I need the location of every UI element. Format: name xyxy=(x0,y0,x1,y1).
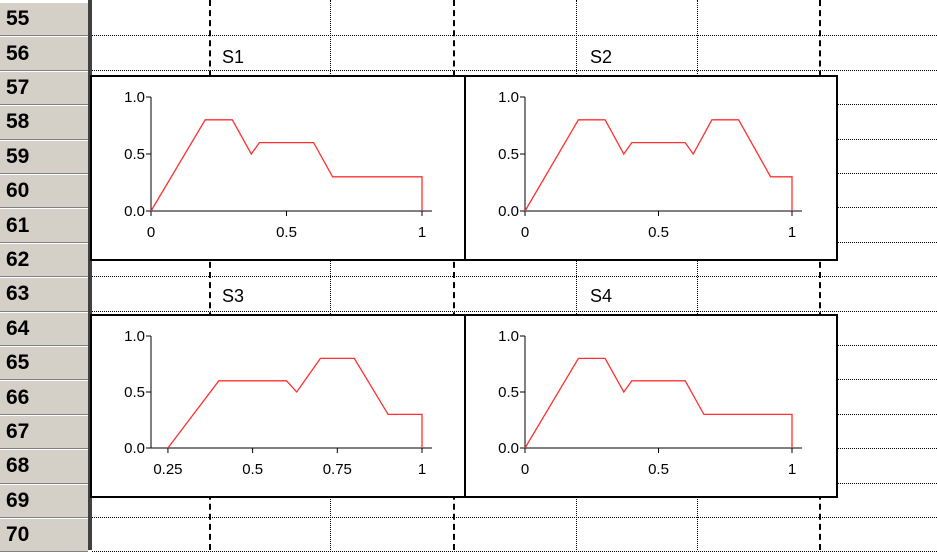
row-header-55[interactable]: 55 xyxy=(0,2,88,37)
y-tick-label: 0.0 xyxy=(498,203,519,220)
row-header-66[interactable]: 66 xyxy=(0,380,88,415)
chart-svg: 0.0 0.5 1.0 0 0.5 1 xyxy=(498,328,802,478)
chart-svg: 0.0 0.5 1.0 0.25 0.5 0.75 1 xyxy=(124,328,432,478)
chart-svg: 0.0 0.5 1.0 0 0.5 1 xyxy=(498,89,802,241)
x-tick-label: 0.5 xyxy=(276,224,297,241)
row-header-67[interactable]: 67 xyxy=(0,414,88,450)
y-tick-label: 0.5 xyxy=(124,384,145,401)
x-tick-label: 0 xyxy=(521,224,529,241)
y-tick-label: 0.0 xyxy=(498,440,519,457)
page-break-line xyxy=(209,0,211,550)
y-tick-label: 0.5 xyxy=(124,146,145,163)
row-header-70[interactable]: 70 xyxy=(0,518,88,552)
x-tick-label: 0.5 xyxy=(242,461,263,478)
column-gridline xyxy=(697,0,698,550)
row-header-65[interactable]: 65 xyxy=(0,346,88,381)
x-tick-label: 0.5 xyxy=(648,461,669,478)
chart-s2[interactable]: 0.0 0.5 1.0 0 0.5 1 xyxy=(464,75,838,261)
row-header-60[interactable]: 60 xyxy=(0,174,88,209)
page-break-line xyxy=(819,0,821,550)
row-header-58[interactable]: 58 xyxy=(0,105,88,140)
y-tick-label: 0.5 xyxy=(498,384,519,401)
row-header-63[interactable]: 63 xyxy=(0,277,88,312)
series-line xyxy=(524,119,793,212)
x-tick-label: 1 xyxy=(418,461,426,478)
page-break-line xyxy=(453,0,455,550)
series-line xyxy=(150,119,423,212)
row-gridline xyxy=(92,517,937,518)
cell-s2-label[interactable]: S2 xyxy=(590,47,613,67)
x-tick-label: 0.5 xyxy=(648,224,669,241)
cell-s4-label[interactable]: S4 xyxy=(590,286,613,306)
row-header-62[interactable]: 62 xyxy=(0,242,88,278)
chart-s4[interactable]: 0.0 0.5 1.0 0 0.5 1 xyxy=(464,314,838,498)
row-header-59[interactable]: 59 xyxy=(0,139,88,174)
y-tick-label: 1.0 xyxy=(498,89,519,106)
row-header-56[interactable]: 56 xyxy=(0,36,88,71)
column-gridline xyxy=(576,0,577,550)
row-header-57[interactable]: 57 xyxy=(0,70,88,106)
y-tick-label: 1.0 xyxy=(124,89,145,106)
y-tick-label: 0.5 xyxy=(498,146,519,163)
chart-svg: 0.0 0.5 1.0 0 0.5 1 xyxy=(124,89,432,241)
x-tick-label: 1 xyxy=(418,224,426,241)
y-tick-label: 0.0 xyxy=(124,203,145,220)
y-tick-label: 1.0 xyxy=(124,328,145,345)
y-tick-label: 0.0 xyxy=(124,440,145,457)
x-tick-label: 0 xyxy=(147,224,155,241)
row-header-64[interactable]: 64 xyxy=(0,311,88,346)
cell-s1-label[interactable]: S1 xyxy=(222,47,245,67)
x-tick-label: 0.75 xyxy=(323,461,352,478)
row-gridline xyxy=(92,310,937,312)
row-header-69[interactable]: 69 xyxy=(0,483,88,518)
series-line xyxy=(524,357,793,449)
column-gridline xyxy=(330,0,331,550)
row-header-61[interactable]: 61 xyxy=(0,208,88,243)
row-gridline xyxy=(92,69,937,71)
row-gridline xyxy=(92,276,937,278)
x-tick-label: 0.25 xyxy=(153,461,182,478)
x-tick-label: 1 xyxy=(788,461,796,478)
row-header-border xyxy=(88,0,92,550)
y-tick-label: 1.0 xyxy=(498,328,519,345)
x-tick-label: 1 xyxy=(788,224,796,241)
series-line xyxy=(167,357,423,449)
chart-s3[interactable]: 0.0 0.5 1.0 0.25 0.5 0.75 1 xyxy=(90,314,468,498)
chart-s1[interactable]: 0.0 0.5 1.0 0 0.5 1 xyxy=(90,75,468,261)
row-gridline xyxy=(92,35,937,37)
row-header-68[interactable]: 68 xyxy=(0,449,88,484)
cell-s3-label[interactable]: S3 xyxy=(222,286,245,306)
x-tick-label: 0 xyxy=(521,461,529,478)
